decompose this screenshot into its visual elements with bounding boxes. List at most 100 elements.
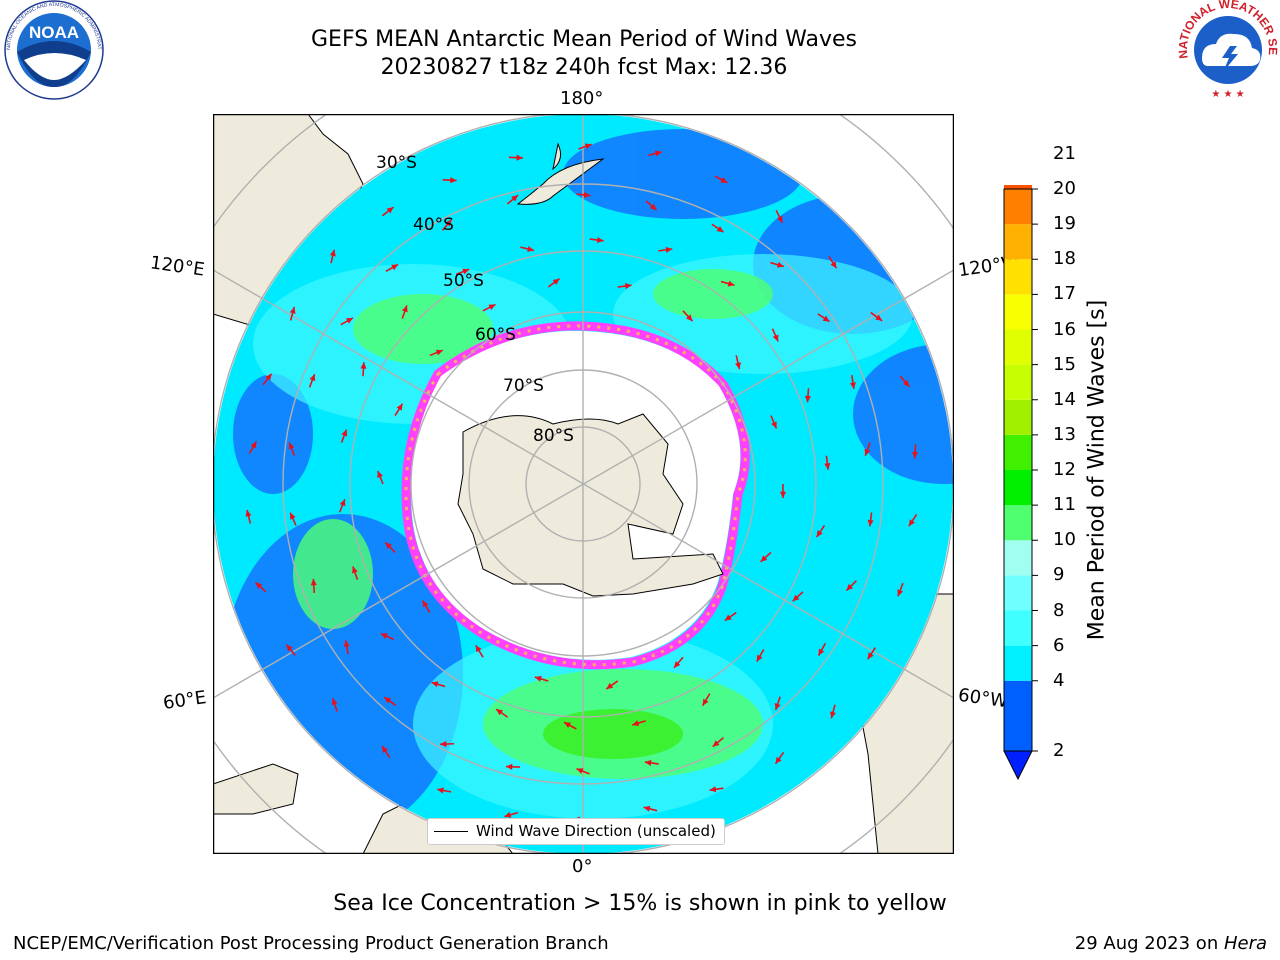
colorbar-tick-label: 9 (1053, 564, 1065, 586)
lat-label-40s: 40°S (413, 215, 454, 235)
wind-wave-arrow-head (431, 681, 439, 688)
wind-wave-arrow-head (756, 654, 763, 662)
legend-line-swatch (434, 830, 468, 832)
colorbar-segment (1004, 680, 1032, 751)
wind-wave-arrow-head (576, 768, 584, 774)
colorbar-segment (1004, 575, 1032, 611)
wind-wave-arrow-head (712, 740, 720, 747)
colorbar-tick-label: 6 (1053, 634, 1065, 656)
wind-wave-arrow-head (245, 509, 252, 517)
wind-wave-arrow-head (516, 154, 523, 161)
wind-wave-arrow-head (644, 759, 652, 766)
wind-wave-arrow-head (912, 451, 919, 459)
wind-wave-arrow-head (643, 805, 651, 812)
wind-wave-arrow-head (437, 787, 444, 794)
legend-label: Wind Wave Direction (unscaled) (476, 822, 716, 840)
wind-wave-arrow-head (709, 786, 717, 793)
colorbar-segment (1004, 329, 1032, 365)
wind-wave-arrow-head (849, 382, 856, 389)
wind-wave-arrow-head (265, 373, 272, 381)
colorbar-segment (1004, 470, 1032, 506)
new-zealand-land (516, 142, 605, 205)
nws-logo-stars: ★ ★ ★ (1211, 89, 1244, 100)
wind-wave-arrow-head (760, 555, 768, 562)
wind-wave-arrow-head (401, 305, 408, 313)
wind-wave-arrow-head (391, 264, 399, 271)
sea-ice-edge (401, 321, 750, 670)
wind-wave-arrow-head (534, 675, 542, 682)
wind-wave-arrow-head (331, 698, 338, 706)
wind-wave-arrow-head (864, 448, 871, 456)
polar-map: 30°S 40°S 50°S 60°S 70°S 80°S (212, 113, 955, 855)
wind-wave-arrow-head (250, 441, 257, 449)
wind-wave-arrow-head (875, 314, 883, 321)
wind-wave-arrow-head (382, 746, 389, 753)
colorbar-tick-label: 19 (1053, 213, 1076, 235)
wind-wave-arrow-head (505, 763, 513, 770)
wind-wave-arrow-head (902, 379, 910, 387)
lon-label-180: 180° (560, 88, 604, 109)
colorbar-tick-label: 14 (1053, 388, 1076, 410)
colorbar-tick-label: 11 (1053, 494, 1076, 516)
lon-label-0: 0° (572, 856, 593, 877)
colorbar-segment (1004, 505, 1032, 541)
lat-label-50s: 50°S (443, 271, 484, 291)
lat-label-30s: 30°S (376, 153, 417, 173)
wind-wave-arrow-head (772, 334, 779, 342)
wind-wave-arrow-head (846, 583, 854, 591)
colorbar-segment (1004, 610, 1032, 646)
colorbar-under-triangle (1003, 750, 1033, 781)
wind-wave-arrow-head (735, 362, 741, 370)
wind-wave-arrow-head (776, 215, 783, 223)
colorbar-segment (1004, 185, 1032, 189)
colorbar-tick-label: 8 (1053, 599, 1065, 621)
wind-wave-arrow-head (343, 640, 350, 648)
wind-wave-arrow-head (488, 304, 496, 311)
wind-wave-arrow-head (702, 698, 709, 706)
producer-credit: NCEP/EMC/Verification Post Processing Pr… (13, 933, 609, 954)
high-period-zone (353, 294, 493, 364)
colorbar-tick-label: 17 (1053, 283, 1076, 305)
colorbar-tick-label: 21 (1053, 142, 1076, 164)
wind-wave-arrow-head (632, 720, 640, 727)
wind-wave-arrow-head (552, 278, 560, 285)
wind-wave-arrow-head (774, 703, 781, 710)
wind-wave-arrow-head (450, 177, 457, 184)
colorbar-tick-label: 12 (1053, 459, 1076, 480)
wind-wave-arrow-head (445, 219, 452, 227)
lat-label-60s: 60°S (475, 325, 516, 345)
wind-wave-arrow-head (288, 442, 295, 450)
wind-wave-arrow-head (310, 578, 317, 586)
colorbar-segment (1004, 189, 1032, 225)
wind-wave-arrow-head (384, 697, 392, 704)
wind-wave-arrow-head (286, 644, 293, 652)
lat-label-80s: 80°S (533, 426, 574, 446)
wind-wave-arrow-head (673, 661, 681, 668)
wind-wave-arrow-head (720, 177, 728, 183)
wind-wave-arrow-head (496, 709, 504, 716)
wind-wave-arrow-head (309, 374, 316, 382)
colorbar-tick-label: 15 (1053, 353, 1076, 375)
sea-ice-caption: Sea Ice Concentration > 15% is shown in … (333, 891, 947, 916)
generation-host: Hera (1223, 933, 1267, 954)
wind-wave-arrow-head (804, 395, 811, 403)
wind-wave-arrow-head (504, 811, 512, 818)
wind-wave-arrow-head (624, 283, 632, 290)
wind-wave-arrow-head (727, 280, 735, 287)
wind-wave-arrow-head (867, 519, 874, 527)
colorbar-tick-label: 16 (1053, 318, 1076, 340)
nws-logo: NATIONAL WEATHER SERVICE ★ ★ ★ (1172, 0, 1280, 104)
colorbar-segment (1004, 294, 1032, 330)
low-period-zone (233, 374, 313, 494)
low-period-zone (563, 129, 803, 219)
wind-wave-arrow-head (527, 246, 534, 252)
map-legend: Wind Wave Direction (unscaled) (427, 818, 725, 845)
wind-wave-arrow-head (685, 314, 693, 322)
wind-wave-arrow-head (816, 530, 823, 538)
wind-wave-arrow-head (606, 682, 614, 690)
figure-title-line1: GEFS MEAN Antarctic Mean Period of Wind … (311, 27, 857, 52)
colorbar-tick-label: 18 (1053, 248, 1076, 270)
colorbar-tick-label: 2 (1053, 740, 1065, 761)
wind-wave-arrow-head (564, 722, 572, 728)
wind-wave-arrow-head (352, 566, 358, 574)
